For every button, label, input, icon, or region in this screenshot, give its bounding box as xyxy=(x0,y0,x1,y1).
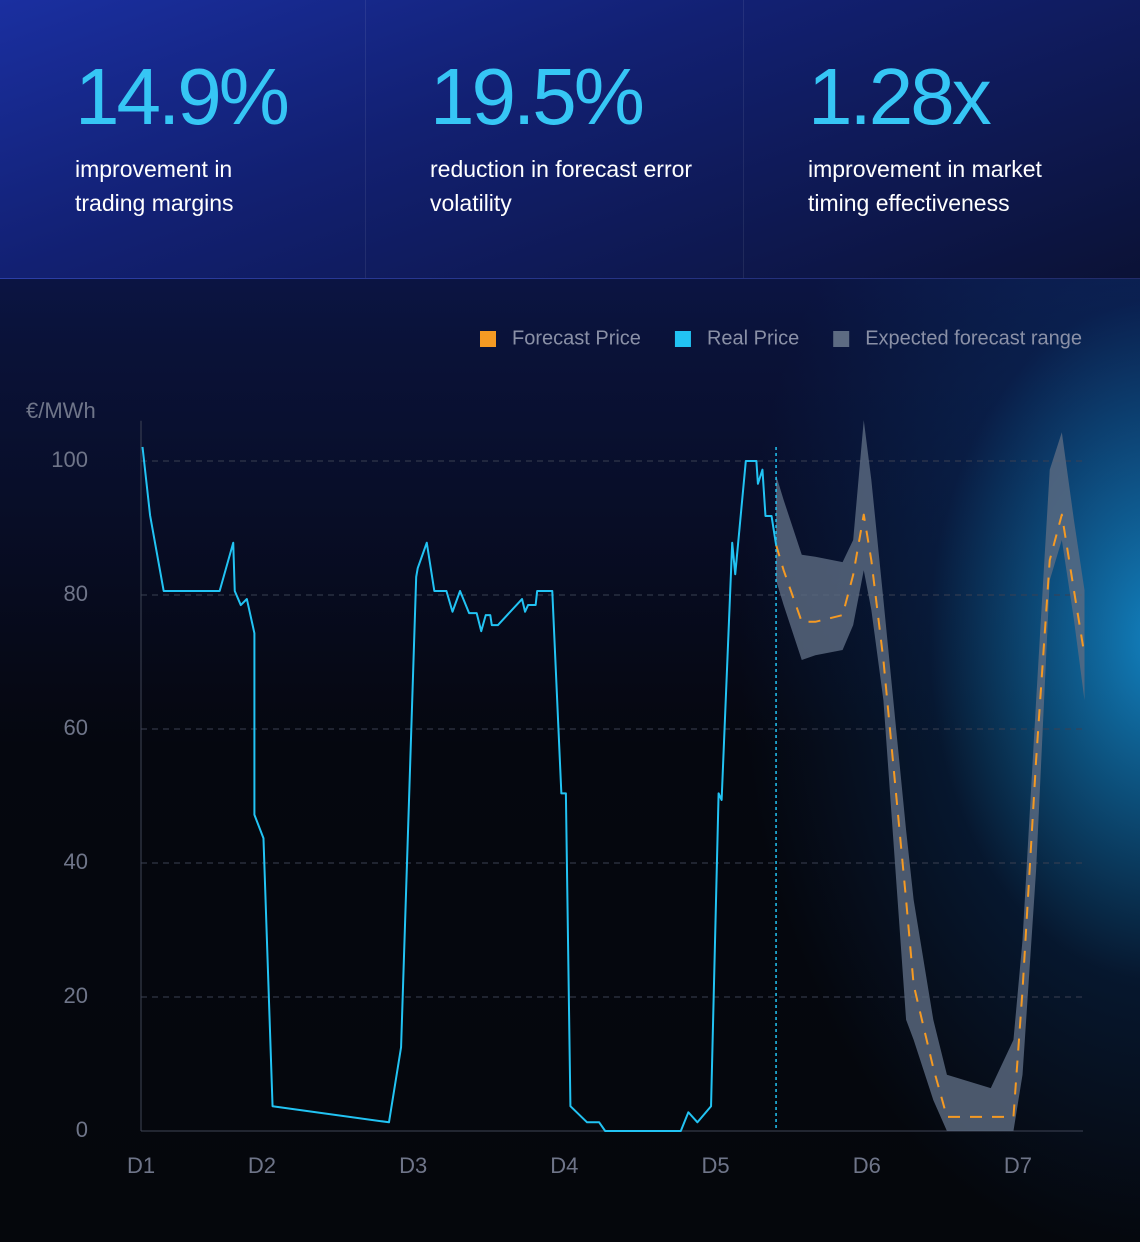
stat-value: 14.9% xyxy=(75,52,290,141)
y-tick-label: 100 xyxy=(51,447,88,472)
legend-swatch xyxy=(833,331,850,347)
y-tick-label: 20 xyxy=(64,983,88,1008)
stat-label: improvement in trading margins xyxy=(75,156,234,216)
x-tick-label: D5 xyxy=(702,1153,730,1178)
price-line xyxy=(141,446,778,1132)
legend-label: Expected forecast range xyxy=(865,327,1082,349)
stat-label: improvement in market timing effectivene… xyxy=(808,156,1042,216)
y-tick-label: 80 xyxy=(64,581,88,606)
stat-card: 1.28x improvement in market timing effec… xyxy=(744,0,1140,278)
x-tick-label: D3 xyxy=(399,1153,427,1178)
x-tick-label: D1 xyxy=(127,1153,155,1178)
forecast-range xyxy=(776,420,1085,1131)
stat-value: 1.28x xyxy=(808,52,992,141)
stat-card: 19.5% reduction in forecast error volati… xyxy=(366,0,744,278)
forecast-line xyxy=(775,513,1086,1118)
legend-label: Real Price xyxy=(707,327,799,349)
legend-label: Forecast Price xyxy=(512,327,641,349)
y-tick-label: 0 xyxy=(76,1117,88,1142)
stats-panel: 14.9% improvement in trading margins 19.… xyxy=(0,0,1140,279)
x-tick-label: D4 xyxy=(550,1153,578,1178)
stat-value: 19.5% xyxy=(430,52,645,141)
x-tick-label: D7 xyxy=(1004,1153,1032,1178)
stat-label: reduction in forecast error volatility xyxy=(430,156,693,216)
y-tick-label: 40 xyxy=(64,849,88,874)
y-tick-label: 60 xyxy=(64,715,88,740)
legend-swatch xyxy=(480,331,496,347)
legend-swatch xyxy=(674,331,691,347)
y-axis-label: €/MWh xyxy=(26,398,96,423)
x-tick-label: D6 xyxy=(853,1153,881,1178)
stat-card: 14.9% improvement in trading margins xyxy=(0,0,366,278)
x-tick-label: D2 xyxy=(248,1153,276,1178)
